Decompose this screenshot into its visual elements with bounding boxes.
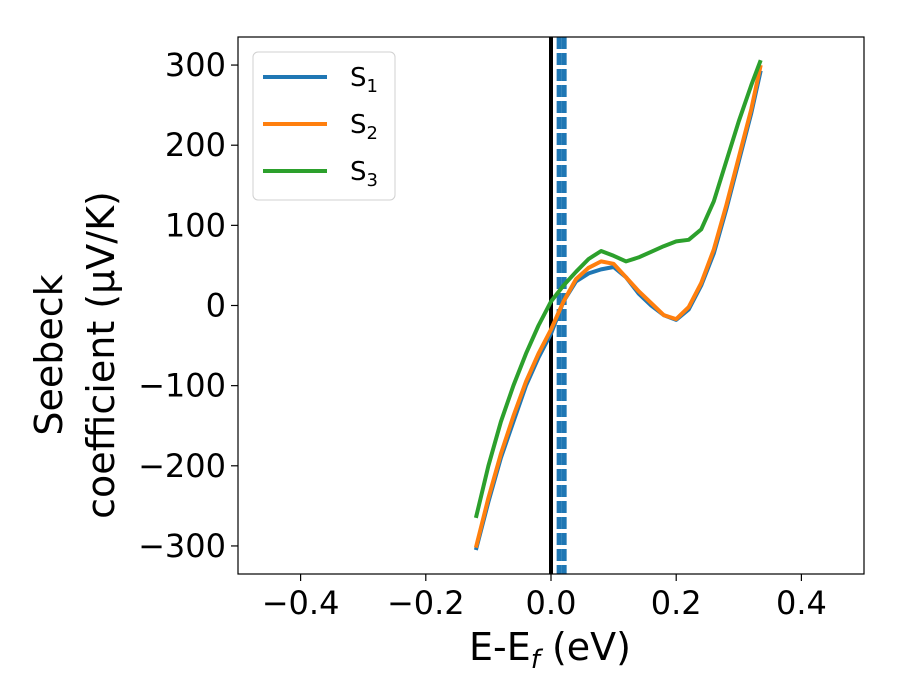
x-tick-label: 0.2 — [651, 584, 702, 622]
y-tick-label: 100 — [165, 206, 226, 244]
legend-label-s2: S2 — [350, 110, 378, 144]
y-tick-label: −200 — [138, 447, 226, 485]
x-axis-label: E-Ef (eV) — [469, 625, 631, 675]
series-line-s1 — [473, 70, 763, 551]
legend-label-s1: S1 — [350, 63, 378, 97]
y-tick-label: 0 — [206, 287, 226, 325]
series-line-s3 — [473, 59, 763, 519]
x-tick-label: 0.4 — [776, 584, 827, 622]
legend-label-s3: S3 — [350, 157, 378, 191]
y-axis-label-line2: coefficient (μV/K) — [79, 191, 123, 519]
y-tick-label: 200 — [165, 126, 226, 164]
y-tick-label: −300 — [138, 527, 226, 565]
x-tick-label: −0.4 — [262, 584, 340, 622]
x-tick-label: −0.2 — [387, 584, 465, 622]
y-tick-label: 300 — [165, 46, 226, 84]
series-line-s2 — [473, 64, 763, 549]
x-tick-label: 0.0 — [526, 584, 577, 622]
legend: S1 S2 S3 — [252, 51, 396, 201]
y-axis-label-line1: Seebeck — [27, 274, 71, 435]
y-tick-label: −100 — [138, 367, 226, 405]
